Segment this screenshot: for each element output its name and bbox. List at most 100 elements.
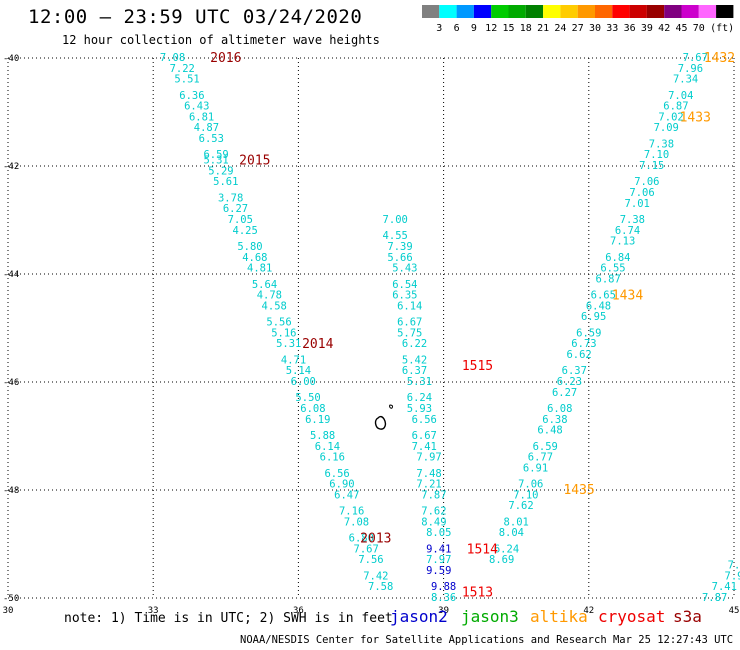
swh-value: 7.22 [170, 63, 195, 75]
swh-value: 7.87 [421, 489, 446, 501]
swh-value: 6.59 [203, 149, 228, 161]
swh-value: 7.39 [387, 241, 412, 253]
pass-time-label: 2015 [239, 154, 270, 169]
colorbar-swatch [422, 5, 440, 18]
swh-value: 6.27 [223, 203, 248, 215]
swh-value: 8.36 [431, 592, 456, 604]
swh-value: 7.10 [513, 489, 538, 501]
swh-value: 7.41 [412, 441, 437, 453]
pass-time-label: 1513 [462, 586, 493, 601]
swh-value: 7.05 [228, 214, 253, 226]
swh-value: 7.96 [678, 63, 703, 75]
swh-value: 6.19 [305, 414, 330, 426]
colorbar-label: 18 [520, 23, 532, 34]
swh-value: 7.97 [426, 554, 451, 566]
swh-value: 4.55 [383, 230, 408, 242]
swh-value: 7.06 [629, 187, 654, 199]
colorbar: 3 6 9 12 15 18 21 24 27 30 33 36 39 42 45 70 (ft) [422, 5, 734, 34]
swh-value: 6.62 [566, 349, 591, 361]
colorbar-label: 39 [641, 23, 653, 34]
swh-value: 6.37 [402, 365, 427, 377]
swh-value: 7.08 [344, 516, 369, 528]
swh-value: 7. [728, 560, 740, 572]
swh-value: 4.87 [194, 122, 219, 134]
pass-time-label: 1515 [462, 359, 493, 374]
swh-value: 6.59 [533, 441, 558, 453]
colorbar-unit: (ft) [710, 23, 734, 34]
x-tick-label: 45 [729, 606, 740, 616]
swh-value: 6.35 [392, 290, 417, 302]
swh-value: 6.91 [523, 462, 548, 474]
swh-value: 7.08 [160, 52, 185, 64]
swh-value: 6.36 [179, 90, 204, 102]
y-tick-label: -40 [3, 54, 19, 64]
swh-value: 7.67 [354, 543, 379, 555]
swh-value: 5.80 [237, 241, 262, 253]
swh-value: 6.38 [542, 414, 567, 426]
pass-time-label: 1435 [563, 483, 594, 498]
swh-value: 7.21 [416, 479, 441, 491]
swh-value: 7.42 [363, 570, 388, 582]
x-tick-label: 33 [148, 606, 159, 616]
swh-value: 3.78 [218, 192, 243, 204]
swh-value: 5.56 [266, 317, 291, 329]
swh-value: 7.15 [639, 160, 664, 172]
swh-value: 7.34 [673, 74, 698, 86]
swh-value: 6.81 [189, 111, 214, 123]
colorbar-label: 21 [537, 23, 549, 34]
swh-value: 5.51 [174, 74, 199, 86]
swh-value: 6.73 [571, 338, 596, 350]
colorbar-label: 70 [693, 23, 705, 34]
colorbar-label: 27 [572, 23, 584, 34]
colorbar-swatch [577, 5, 595, 18]
colorbar-label: 6 [454, 23, 460, 34]
swh-value: 8.04 [499, 527, 524, 539]
page-title: 12:00 – 23:59 UTC 03/24/2020 [28, 6, 363, 28]
swh-value: 6.43 [184, 101, 209, 113]
swh-marks: 7.087.225.516.366.436.814.876.536.595.31… [160, 52, 740, 604]
swh-value: 7.38 [620, 214, 645, 226]
swh-value: 6.84 [605, 252, 630, 264]
swh-value: 6.55 [600, 263, 625, 275]
swh-value: 6.24 [494, 543, 519, 555]
pass-time-label: 2014 [302, 337, 333, 352]
swh-value: 7.00 [383, 214, 408, 226]
swh-value: 6.67 [397, 317, 422, 329]
swh-value: 6.53 [199, 133, 224, 145]
colorbar-swatch [543, 5, 561, 18]
swh-value: 5.88 [310, 430, 335, 442]
y-tick-label: -44 [3, 270, 19, 280]
swh-value: 9.88 [431, 581, 456, 593]
swh-value: 5.31 [407, 376, 432, 388]
colorbar-label: 12 [485, 23, 497, 34]
swh-value: 6.95 [581, 311, 606, 323]
swh-value: 6.00 [291, 376, 316, 388]
swh-value: 6.56 [412, 414, 437, 426]
colorbar-swatch [595, 5, 613, 18]
x-tick-label: 39 [438, 606, 449, 616]
swh-value: 7.41 [712, 581, 737, 593]
colorbar-swatch [664, 5, 682, 18]
swh-value: 5.64 [252, 279, 277, 291]
legend-s3a: s3a [673, 607, 702, 626]
y-tick-label: -50 [3, 594, 19, 604]
swh-value: 6.87 [596, 273, 621, 285]
colorbar-label: 3 [436, 23, 442, 34]
swh-value: 8.49 [421, 516, 446, 528]
legend-jason3: jason3 [461, 607, 519, 626]
swh-value: 7.56 [358, 554, 383, 566]
swh-value: 6.54 [392, 279, 417, 291]
swh-value: 5.31 [203, 155, 228, 167]
swh-value: 7.48 [416, 468, 441, 480]
pass-time-label: 1432 [704, 51, 735, 66]
y-tick-label: -48 [3, 486, 19, 496]
colorbar-swatch [508, 5, 526, 18]
colorbar-swatch [456, 5, 474, 18]
swh-value: 4.78 [257, 290, 282, 302]
swh-value: 7.13 [610, 236, 635, 248]
swh-value: 7.58 [368, 581, 393, 593]
swh-value: 5.16 [271, 327, 296, 339]
colorbar-label: 36 [624, 23, 636, 34]
swh-value: 7.09 [654, 122, 679, 134]
swh-value: 7.38 [649, 138, 674, 150]
